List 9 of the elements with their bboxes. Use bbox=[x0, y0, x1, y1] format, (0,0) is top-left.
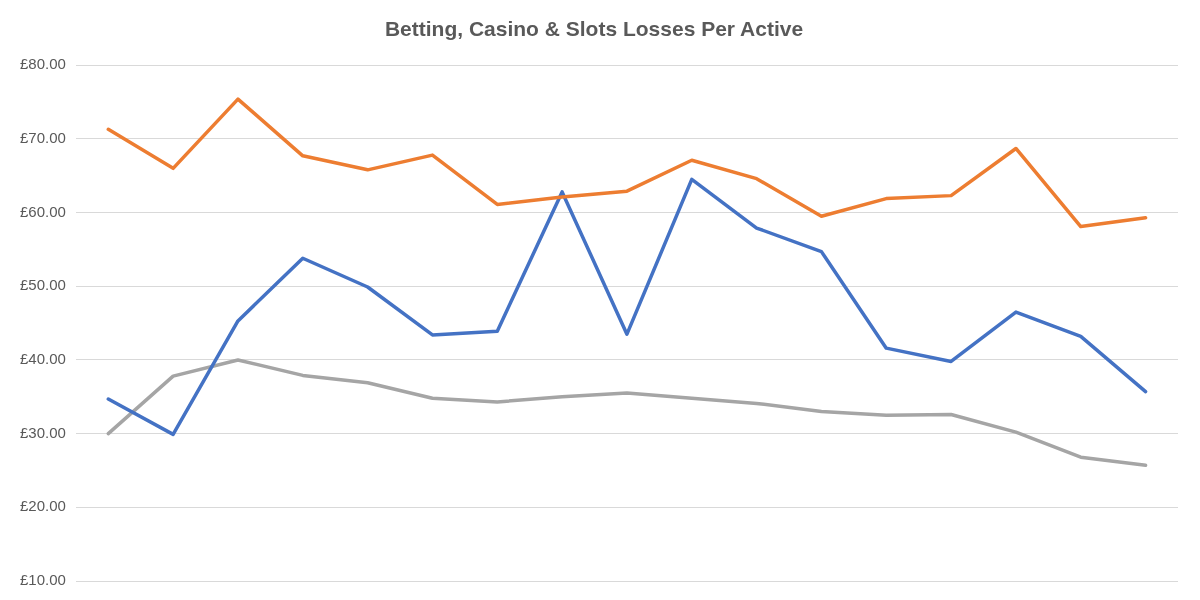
y-tick-label: £50.00 bbox=[19, 276, 66, 294]
y-tick-label: £70.00 bbox=[19, 129, 66, 147]
y-tick-label: £40.00 bbox=[19, 350, 66, 368]
y-tick-label: £60.00 bbox=[19, 202, 66, 220]
chart-title: Betting, Casino & Slots Losses Per Active bbox=[384, 17, 804, 41]
y-tick-label: £80.00 bbox=[19, 55, 66, 73]
y-tick-label: £20.00 bbox=[19, 497, 66, 515]
y-tick-label: £10.00 bbox=[19, 571, 66, 589]
y-tick-label: £30.00 bbox=[19, 423, 66, 441]
